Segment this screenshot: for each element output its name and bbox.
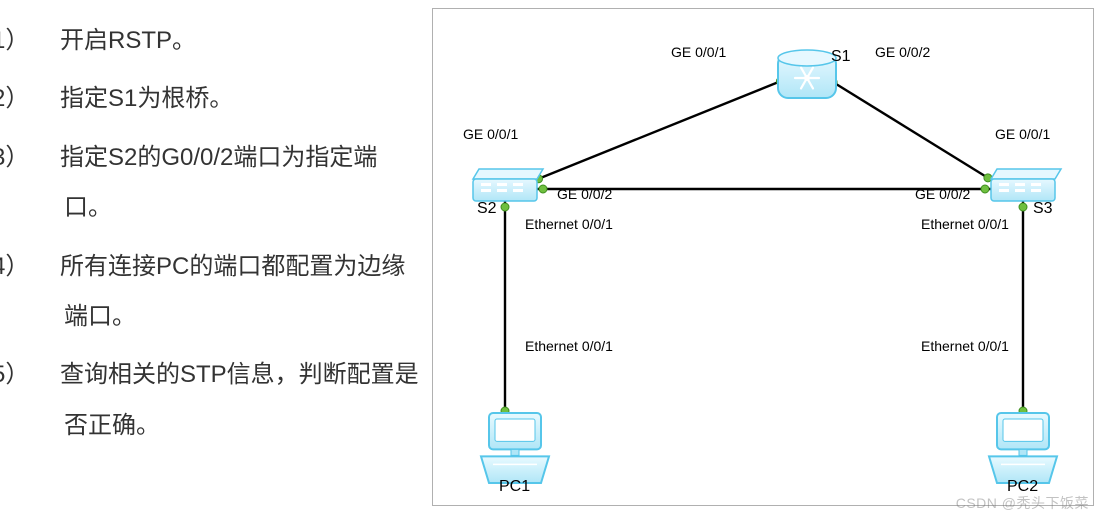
instruction-item: 4）所有连接PC的端口都配置为边缘端口。 (28, 242, 423, 343)
instruction-item: 3）指定S2的G0/0/2端口为指定端口。 (28, 133, 423, 234)
instruction-item: 5）查询相关的STP信息，判断配置是否正确。 (28, 350, 423, 451)
topology-diagram: GE 0/0/1 GE 0/0/1 GE 0/0/2 GE 0/0/1 GE 0/0/2… (432, 8, 1094, 506)
item-body: 指定S1为根桥。 (60, 85, 233, 112)
svg-text:GE 0/0/2: GE 0/0/2 (915, 186, 970, 202)
svg-text:S3: S3 (1033, 200, 1053, 217)
watermark: CSDN @秃头下饭菜 (956, 493, 1089, 513)
svg-text:S1: S1 (831, 48, 851, 65)
item-number: 4） (28, 242, 60, 292)
svg-text:GE 0/0/1: GE 0/0/1 (671, 44, 726, 60)
item-body: 查询相关的STP信息，判断配置是否正确。 (60, 361, 419, 438)
item-number: 5） (28, 350, 60, 400)
item-body: 指定S2的G0/0/2端口为指定端口。 (60, 144, 377, 221)
svg-text:GE 0/0/1: GE 0/0/1 (463, 126, 518, 142)
svg-text:GE 0/0/1: GE 0/0/1 (995, 126, 1050, 142)
svg-text:GE 0/0/2: GE 0/0/2 (557, 186, 612, 202)
topology-svg: GE 0/0/1 GE 0/0/1 GE 0/0/2 GE 0/0/1 GE 0/0/2… (433, 9, 1093, 505)
item-body: 所有连接PC的端口都配置为边缘端口。 (60, 253, 405, 330)
item-number: 1） (28, 16, 60, 66)
instruction-item: 1）开启RSTP。 (28, 16, 423, 66)
item-number: 3） (28, 133, 60, 183)
svg-text:Ethernet 0/0/1: Ethernet 0/0/1 (921, 216, 1009, 232)
svg-text:Ethernet 0/0/1: Ethernet 0/0/1 (921, 338, 1009, 354)
instruction-item: 2）指定S1为根桥。 (28, 74, 423, 124)
item-body: 开启RSTP。 (60, 27, 196, 54)
svg-text:S2: S2 (477, 200, 497, 217)
svg-text:Ethernet 0/0/1: Ethernet 0/0/1 (525, 216, 613, 232)
svg-text:GE 0/0/2: GE 0/0/2 (875, 44, 930, 60)
svg-text:PC1: PC1 (499, 478, 530, 495)
item-number: 2） (28, 74, 60, 124)
svg-text:Ethernet 0/0/1: Ethernet 0/0/1 (525, 338, 613, 354)
instruction-list: 1）开启RSTP。 2）指定S1为根桥。 3）指定S2的G0/0/2端口为指定端… (28, 16, 423, 459)
